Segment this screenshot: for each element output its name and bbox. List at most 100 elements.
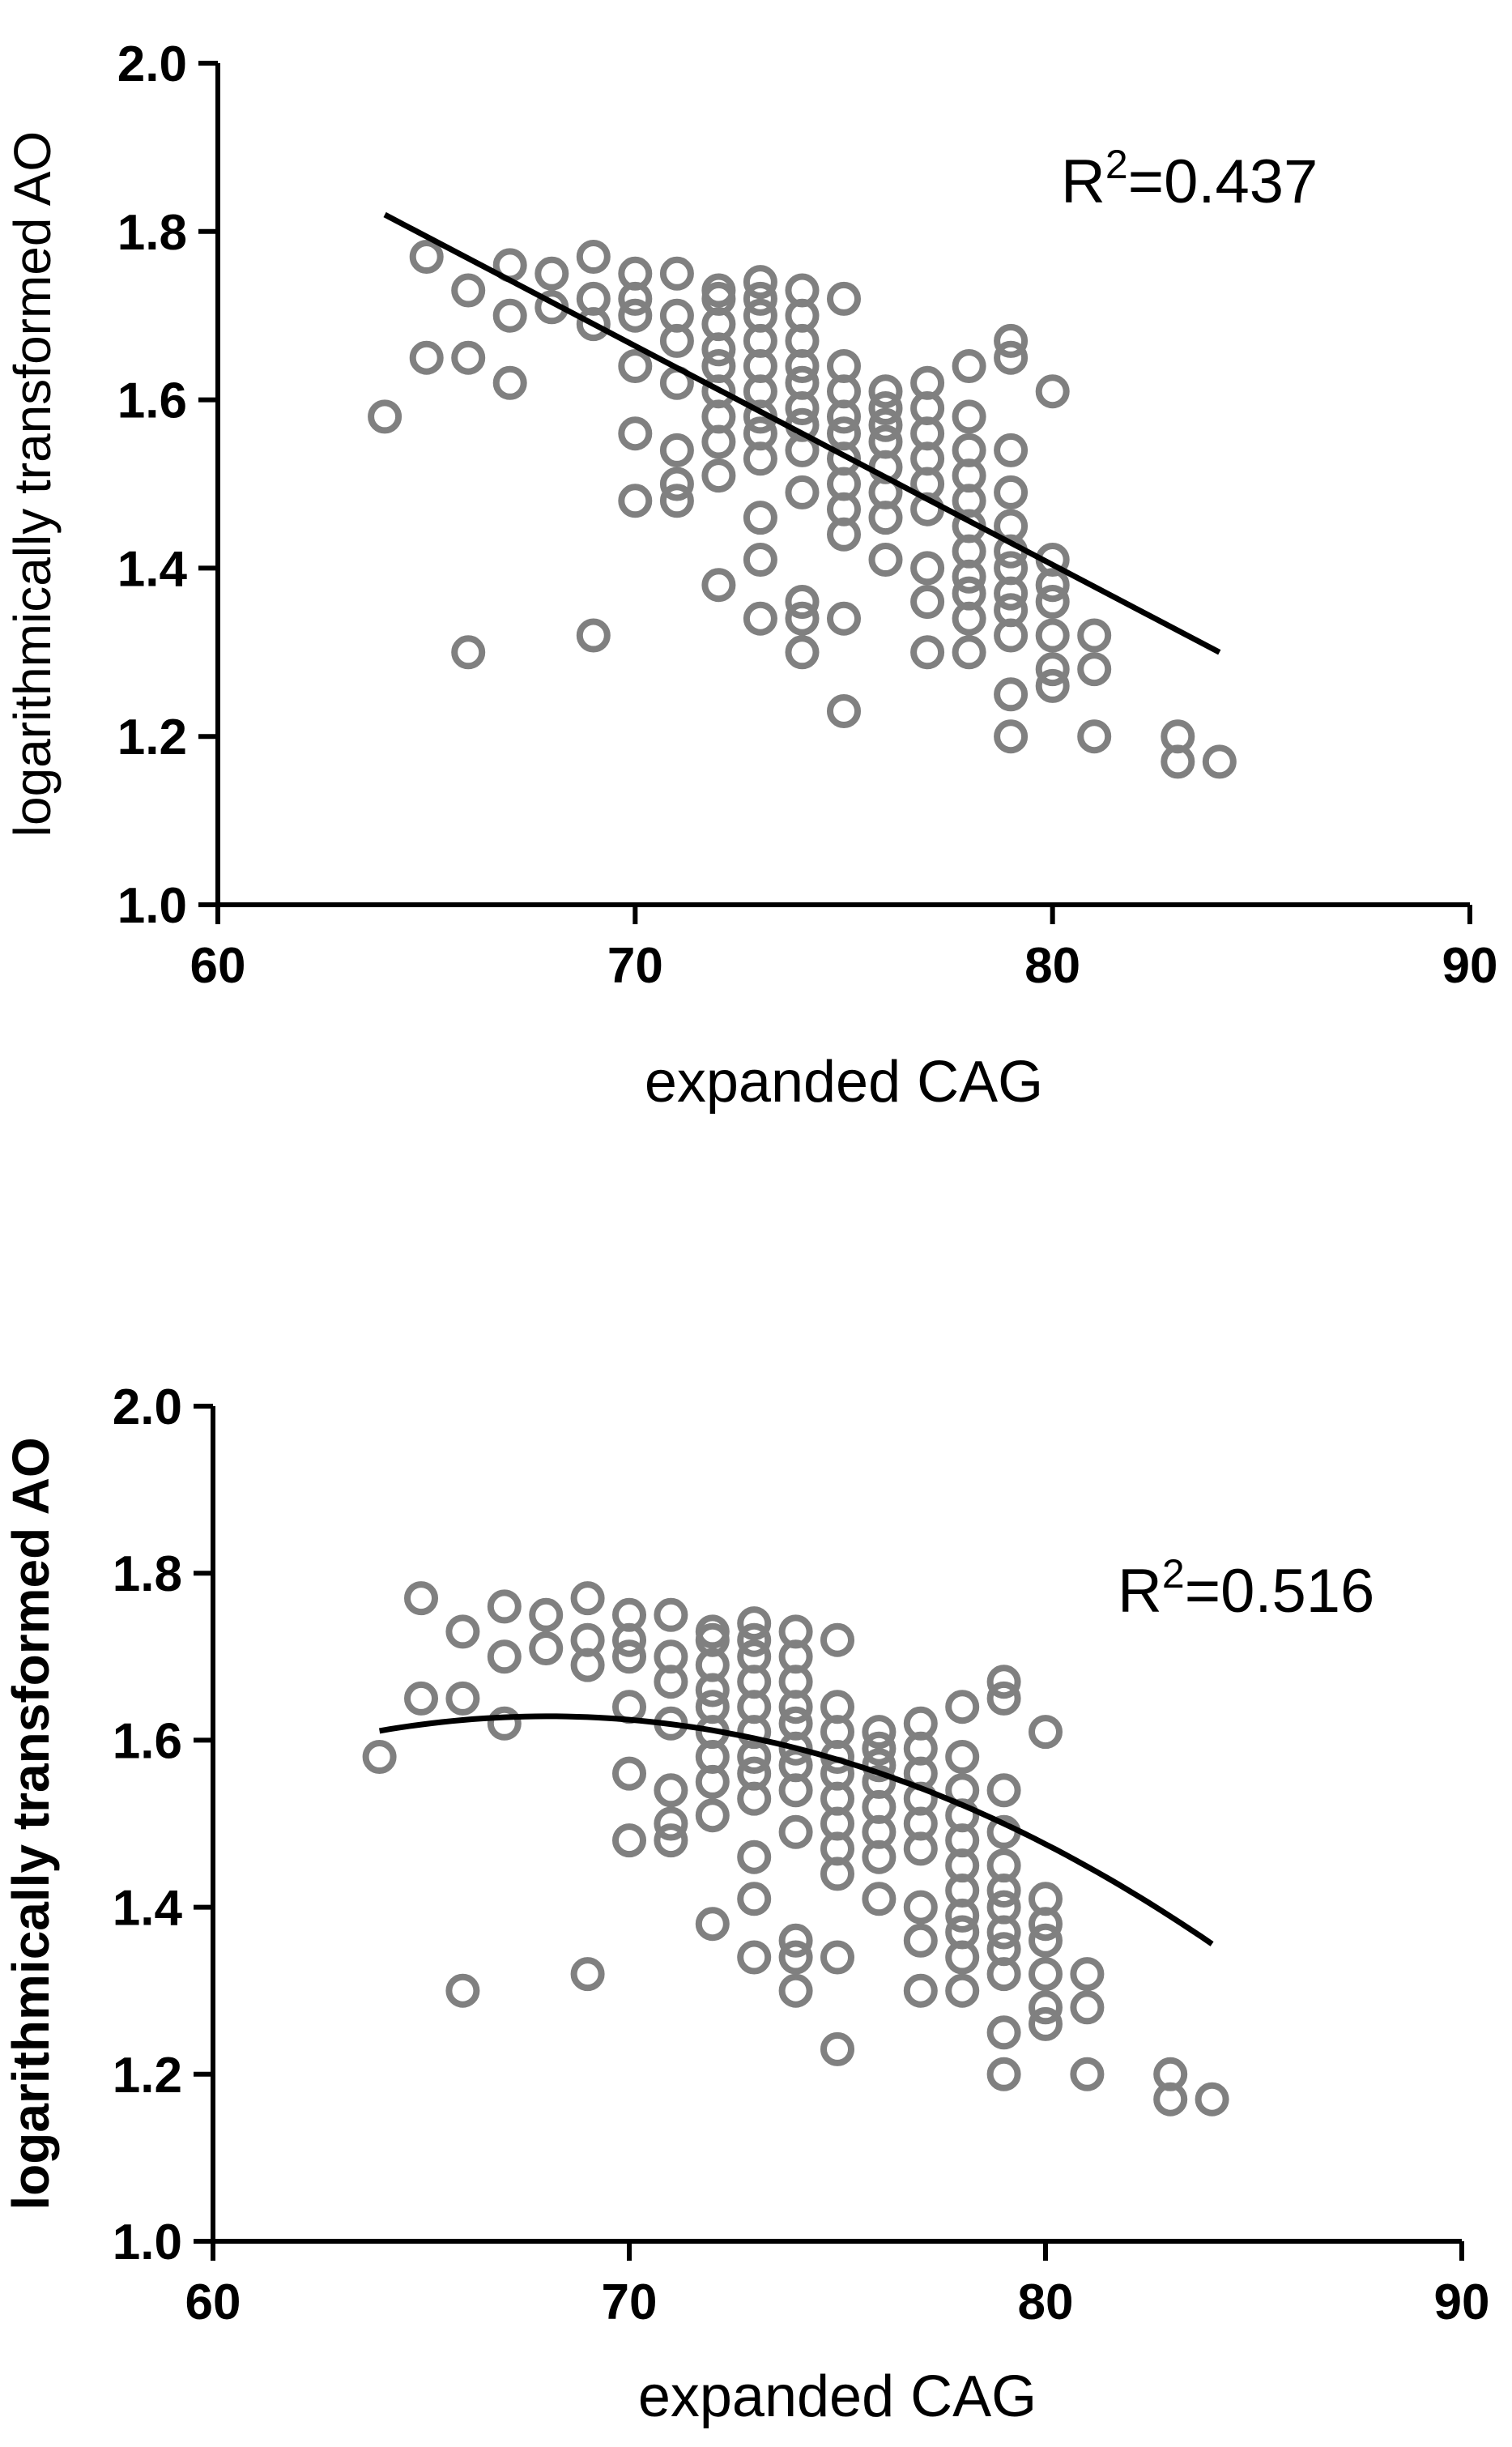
data-point bbox=[659, 467, 694, 501]
data-point bbox=[659, 256, 694, 291]
data-point bbox=[737, 1840, 772, 1874]
data-point bbox=[952, 635, 986, 670]
data-point bbox=[654, 1665, 688, 1699]
data-point bbox=[1029, 1990, 1063, 2025]
data-point bbox=[487, 1706, 522, 1741]
data-point bbox=[1077, 652, 1112, 687]
data-point bbox=[445, 1973, 480, 2008]
y-tick-label: 1.8 bbox=[113, 1546, 182, 1602]
linear-fit-line bbox=[383, 211, 1221, 655]
r-squared-value: =0.437 bbox=[1128, 147, 1318, 216]
y-tick-label: 1.2 bbox=[117, 710, 187, 765]
y-tick-label: 1.6 bbox=[113, 1713, 182, 1769]
x-tick-label: 70 bbox=[607, 938, 663, 994]
data-point bbox=[986, 1915, 1021, 1950]
data-point bbox=[743, 501, 777, 535]
data-point bbox=[1035, 374, 1070, 409]
data-point bbox=[612, 1823, 646, 1858]
data-point bbox=[701, 332, 736, 367]
data-point bbox=[945, 1973, 980, 2008]
data-point bbox=[659, 433, 694, 467]
x-tick-label: 60 bbox=[190, 938, 246, 994]
data-point bbox=[862, 1715, 897, 1750]
data-point bbox=[701, 568, 736, 603]
data-point bbox=[903, 1973, 938, 2008]
data-point bbox=[612, 1639, 646, 1674]
data-point bbox=[986, 2015, 1021, 2050]
data-point bbox=[737, 1781, 772, 1816]
data-point bbox=[778, 1940, 813, 1975]
data-point bbox=[654, 1806, 688, 1841]
data-point bbox=[986, 1665, 1021, 1699]
data-point bbox=[862, 1882, 897, 1916]
data-point bbox=[570, 1581, 605, 1616]
data-point bbox=[701, 458, 736, 493]
data-point bbox=[1070, 2057, 1105, 2091]
data-point bbox=[827, 517, 861, 552]
data-point bbox=[986, 1957, 1021, 1992]
data-point bbox=[654, 1823, 688, 1858]
data-point bbox=[952, 399, 986, 434]
data-point bbox=[778, 1773, 813, 1808]
data-point bbox=[1035, 618, 1070, 653]
y-ticks: 1.0 1.2 1.4 1.6 1.8 2.0 bbox=[113, 1379, 213, 2270]
data-point bbox=[785, 349, 820, 383]
r-squared-annotation: R2=0.437 bbox=[1061, 142, 1318, 216]
data-point bbox=[1035, 668, 1070, 703]
y-tick-label: 1.4 bbox=[113, 1881, 183, 1937]
data-point bbox=[952, 601, 986, 636]
y-tick-label: 1.2 bbox=[113, 2048, 182, 2104]
r-squared-base: R bbox=[1118, 1557, 1162, 1626]
y-axis-label: logarithmically transformed AO bbox=[2, 1437, 60, 2210]
data-point bbox=[576, 240, 611, 274]
data-point bbox=[862, 1731, 897, 1766]
data-point bbox=[1029, 2006, 1063, 2041]
data-point bbox=[737, 1606, 772, 1641]
data-point bbox=[743, 281, 777, 316]
data-point bbox=[492, 298, 527, 333]
data-point bbox=[618, 484, 653, 518]
data-point bbox=[1035, 568, 1070, 603]
data-point bbox=[1029, 1957, 1063, 1992]
data-point bbox=[945, 1898, 980, 1933]
r-squared-sup: 2 bbox=[1105, 142, 1128, 187]
data-point bbox=[910, 551, 945, 586]
data-point bbox=[701, 424, 736, 459]
data-point bbox=[820, 2031, 854, 2066]
data-point bbox=[529, 1597, 564, 1632]
data-point bbox=[785, 391, 820, 425]
data-point bbox=[778, 1973, 813, 2008]
data-point bbox=[778, 1731, 813, 1766]
data-point bbox=[903, 1923, 938, 1958]
data-point bbox=[743, 441, 777, 476]
data-point bbox=[409, 340, 444, 375]
data-point bbox=[820, 1940, 854, 1975]
data-point bbox=[994, 340, 1029, 375]
data-point bbox=[986, 1681, 1021, 1716]
x-tick-label: 60 bbox=[185, 2274, 241, 2330]
r-squared-annotation: R2=0.516 bbox=[1118, 1551, 1374, 1626]
r-squared-base: R bbox=[1061, 147, 1105, 216]
data-point bbox=[910, 635, 945, 670]
data-point bbox=[570, 1957, 605, 1992]
data-point bbox=[743, 265, 777, 300]
data-point bbox=[737, 1882, 772, 1916]
x-tick-label: 90 bbox=[1442, 938, 1498, 994]
data-point bbox=[1029, 1907, 1063, 1942]
data-point bbox=[1161, 744, 1195, 779]
data-point bbox=[612, 1756, 646, 1791]
quadratic-fit-curve bbox=[379, 1713, 1214, 1946]
y-tick-label: 1.4 bbox=[117, 541, 188, 597]
data-point bbox=[945, 1740, 980, 1774]
y-tick-label: 1.0 bbox=[117, 878, 187, 934]
data-point bbox=[868, 407, 903, 442]
scatter-points bbox=[368, 240, 1237, 779]
data-point bbox=[487, 1639, 522, 1674]
data-point bbox=[785, 475, 820, 509]
data-point bbox=[654, 1773, 688, 1808]
data-point bbox=[1035, 585, 1070, 619]
data-point bbox=[868, 543, 903, 577]
data-point bbox=[994, 677, 1029, 712]
data-point bbox=[1202, 744, 1237, 779]
